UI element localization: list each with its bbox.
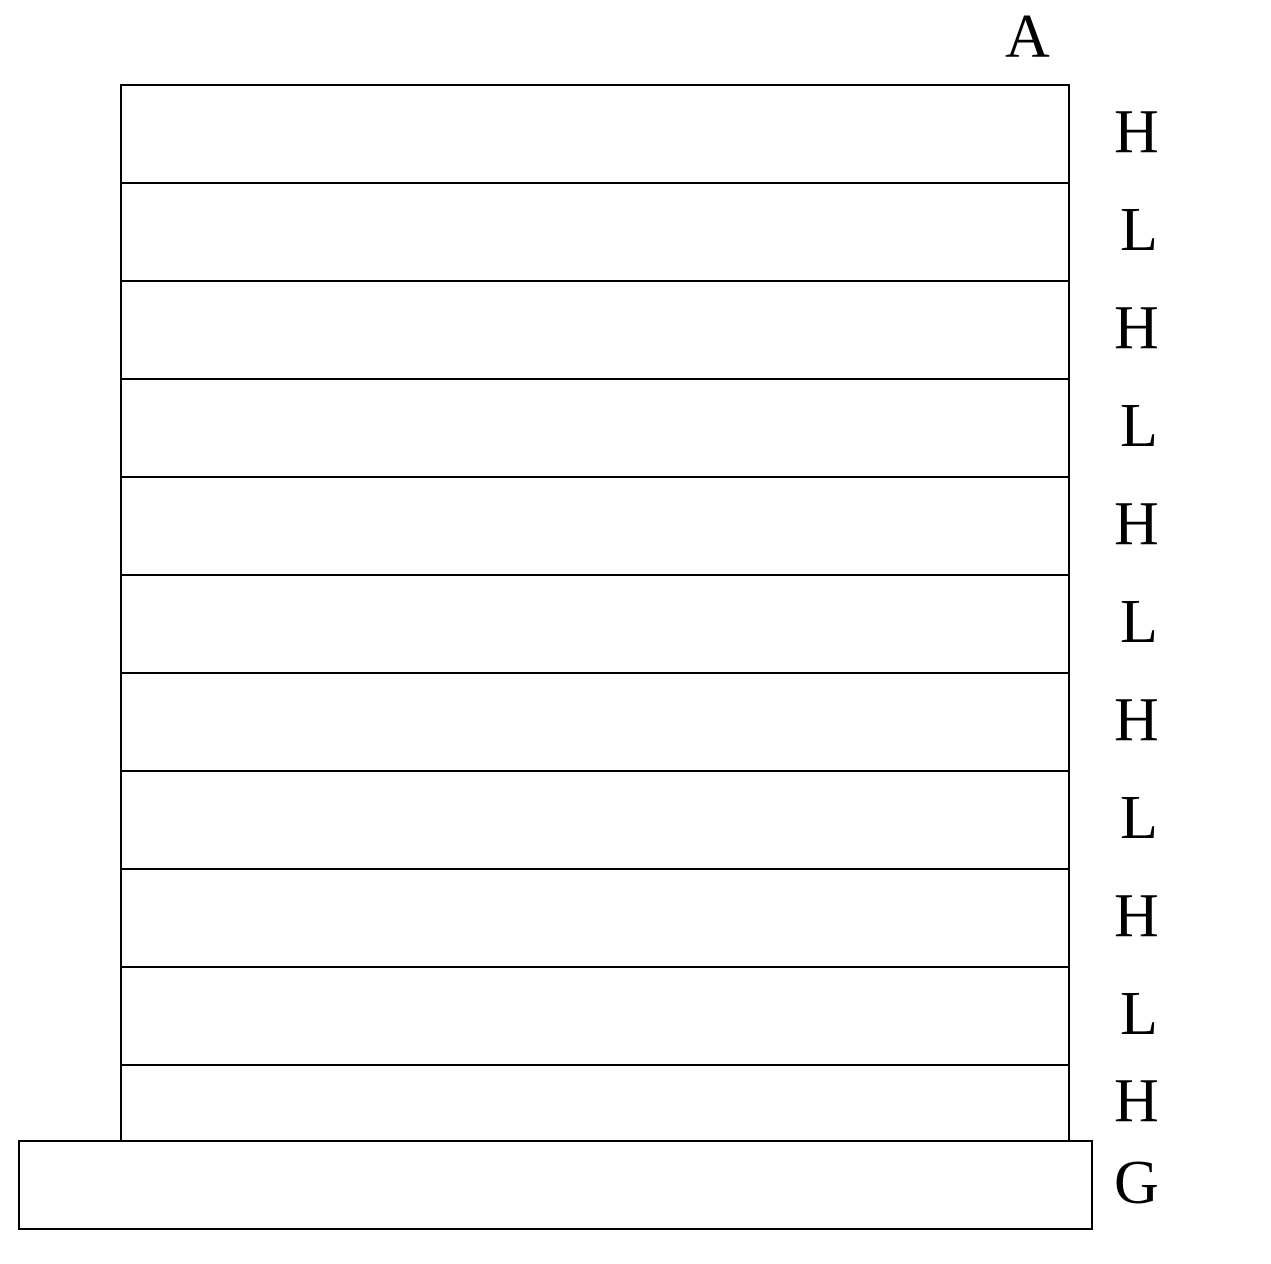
layer-row — [120, 868, 1070, 968]
layer-row — [120, 770, 1070, 870]
layer-row — [120, 574, 1070, 674]
top-label-a: A — [1005, 2, 1050, 73]
layer-label: L — [1120, 587, 1158, 658]
layer-label: H — [1114, 97, 1159, 168]
layer-row — [120, 280, 1070, 380]
layer-row — [120, 182, 1070, 282]
base-label-g: G — [1114, 1148, 1159, 1219]
layer-row — [120, 966, 1070, 1066]
layer-label: L — [1120, 979, 1158, 1050]
layer-row — [120, 1064, 1070, 1142]
layer-label: L — [1120, 195, 1158, 266]
layer-row — [120, 378, 1070, 478]
layer-label: L — [1120, 783, 1158, 854]
layer-label: H — [1114, 881, 1159, 952]
layer-label: H — [1114, 685, 1159, 756]
base-layer-g — [18, 1140, 1093, 1230]
layered-stack-diagram: A HLHLHLHLHLH G — [0, 0, 1271, 1264]
layer-label: H — [1114, 1066, 1159, 1137]
layer-label: L — [1120, 391, 1158, 462]
layer-row — [120, 84, 1070, 184]
layer-label: H — [1114, 489, 1159, 560]
layer-row — [120, 476, 1070, 576]
layer-label: H — [1114, 293, 1159, 364]
layer-row — [120, 672, 1070, 772]
